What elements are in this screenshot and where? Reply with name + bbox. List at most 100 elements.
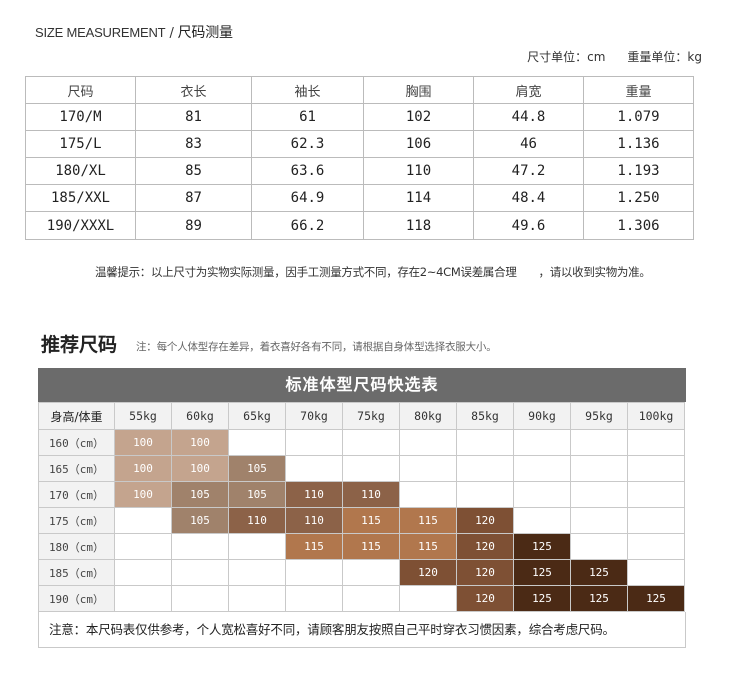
table-cell: 81: [135, 103, 252, 131]
header-cell: 袖长: [251, 76, 364, 104]
weight-header-cell: 55kg: [114, 402, 172, 430]
table-row: 180/XL 85 63.6 110 47.2 1.193: [25, 157, 694, 185]
weight-header-cell: 70kg: [285, 402, 343, 430]
size-cell: 100: [171, 455, 229, 482]
size-cell: [627, 429, 685, 456]
height-label: 190（cm）: [38, 585, 115, 612]
quick-size-chart: 身高/体重 55kg 60kg 65kg 70kg 75kg 80kg 85kg 90kg 95…: [38, 402, 685, 612]
quick-size-chart-banner: 标准体型尺码快选表: [38, 368, 686, 402]
height-row: 165（cm） 100 100 105: [38, 455, 685, 482]
header-cell: 尺码: [25, 76, 136, 104]
size-cell: [285, 429, 343, 456]
weight-header-cell: 100kg: [627, 402, 685, 430]
size-cell: [342, 585, 400, 612]
size-cell: 115: [399, 533, 457, 560]
size-cell: [513, 481, 571, 508]
size-cell: [399, 455, 457, 482]
weight-header-row: 身高/体重 55kg 60kg 65kg 70kg 75kg 80kg 85kg 90kg 95…: [38, 402, 685, 430]
size-cell: [114, 533, 172, 560]
title-chinese: 尺码测量: [177, 25, 233, 41]
size-cell: [456, 455, 514, 482]
size-cell: [513, 429, 571, 456]
table-row: 185/XXL 87 64.9 114 48.4 1.250: [25, 184, 694, 212]
height-row: 160（cm） 100 100: [38, 429, 685, 456]
height-row: 175（cm） 105 110 110 115 115 120: [38, 507, 685, 534]
size-cell: [228, 533, 286, 560]
table-cell: 180/XL: [25, 157, 136, 185]
size-cell: 100: [114, 455, 172, 482]
size-measurement-title: SIZE MEASUREMENT / 尺码测量: [35, 22, 233, 42]
table-cell: 87: [135, 184, 252, 212]
table-cell: 1.250: [583, 184, 694, 212]
size-cell: 100: [114, 481, 172, 508]
size-cell: 120: [456, 559, 514, 586]
size-cell: [570, 455, 628, 482]
table-cell: 106: [363, 130, 474, 158]
height-label: 160（cm）: [38, 429, 115, 456]
table-cell: 63.6: [251, 157, 364, 185]
weight-header-cell: 85kg: [456, 402, 514, 430]
table-row: 190/XXXL 89 66.2 118 49.6 1.306: [25, 211, 694, 240]
size-cell: [171, 585, 229, 612]
table-cell: 190/XXXL: [25, 211, 136, 240]
weight-header-cell: 60kg: [171, 402, 229, 430]
height-label: 165（cm）: [38, 455, 115, 482]
size-chart-footnote: 注意：本尺码表仅供参考，个人宽松喜好不同，请顾客朋友按照自己平时穿衣习惯因素，综…: [38, 612, 686, 648]
table-row: 170/M 81 61 102 44.8 1.079: [25, 103, 694, 131]
unit-legend: 尺寸单位：cm 重量单位：kg: [527, 48, 702, 65]
table-cell: 47.2: [473, 157, 584, 185]
size-cell: 125: [570, 585, 628, 612]
size-cell: [627, 481, 685, 508]
height-label: 185（cm）: [38, 559, 115, 586]
height-row: 180（cm） 115 115 115 120 125: [38, 533, 685, 560]
size-cell: 115: [285, 533, 343, 560]
table-cell: 185/XXL: [25, 184, 136, 212]
table-cell: 89: [135, 211, 252, 240]
table-cell: 49.6: [473, 211, 584, 240]
table-cell: 64.9: [251, 184, 364, 212]
table-cell: 1.306: [583, 211, 694, 240]
size-cell: 120: [456, 533, 514, 560]
height-row: 170（cm） 100 105 105 110 110: [38, 481, 685, 508]
table-cell: 44.8: [473, 103, 584, 131]
title-separator: /: [169, 26, 174, 41]
table-cell: 61: [251, 103, 364, 131]
recommend-size-note: 注：每个人体型存在差异，着衣喜好各有不同，请根据自身体型选择衣服大小。: [136, 341, 497, 353]
weight-header-cell: 95kg: [570, 402, 628, 430]
table-cell: 1.193: [583, 157, 694, 185]
recommend-size-title: 推荐尺码: [41, 334, 118, 356]
size-measurement-table: 尺码 衣长 袖长 胸围 肩宽 重量 170/M 81 61 102 44.8 1…: [25, 76, 694, 240]
tip-text-end: ，请以收到实物为准。: [538, 265, 651, 279]
table-cell: 175/L: [25, 130, 136, 158]
size-cell: 110: [285, 507, 343, 534]
size-cell: [114, 585, 172, 612]
table-cell: 48.4: [473, 184, 584, 212]
header-cell: 胸围: [363, 76, 474, 104]
size-cell: [399, 481, 457, 508]
size-cell: [399, 429, 457, 456]
weight-header-cell: 75kg: [342, 402, 400, 430]
size-cell: 110: [342, 481, 400, 508]
table-cell: 46: [473, 130, 584, 158]
size-table-header-row: 尺码 衣长 袖长 胸围 肩宽 重量: [25, 76, 694, 104]
height-row: 190（cm） 120 125 125 125: [38, 585, 685, 612]
table-cell: 66.2: [251, 211, 364, 240]
size-cell: 110: [228, 507, 286, 534]
size-cell: [114, 507, 172, 534]
size-cell: [285, 455, 343, 482]
height-label: 175（cm）: [38, 507, 115, 534]
header-cell: 重量: [583, 76, 694, 104]
weight-unit-label: 重量单位：kg: [627, 50, 702, 64]
size-cell: 125: [627, 585, 685, 612]
height-row: 185（cm） 120 120 125 125: [38, 559, 685, 586]
table-cell: 102: [363, 103, 474, 131]
weight-header-cell: 90kg: [513, 402, 571, 430]
measurement-tip: 温馨提示：以上尺寸为实物实际测量，因手工测量方式不同，存在2~4CM误差属合理 ，…: [95, 264, 651, 280]
corner-label: 身高/体重: [38, 402, 115, 430]
size-cell: [627, 455, 685, 482]
size-cell: [342, 455, 400, 482]
size-unit-label: 尺寸单位：cm: [527, 50, 606, 64]
size-cell: [285, 585, 343, 612]
table-cell: 170/M: [25, 103, 136, 131]
size-cell: 105: [228, 455, 286, 482]
